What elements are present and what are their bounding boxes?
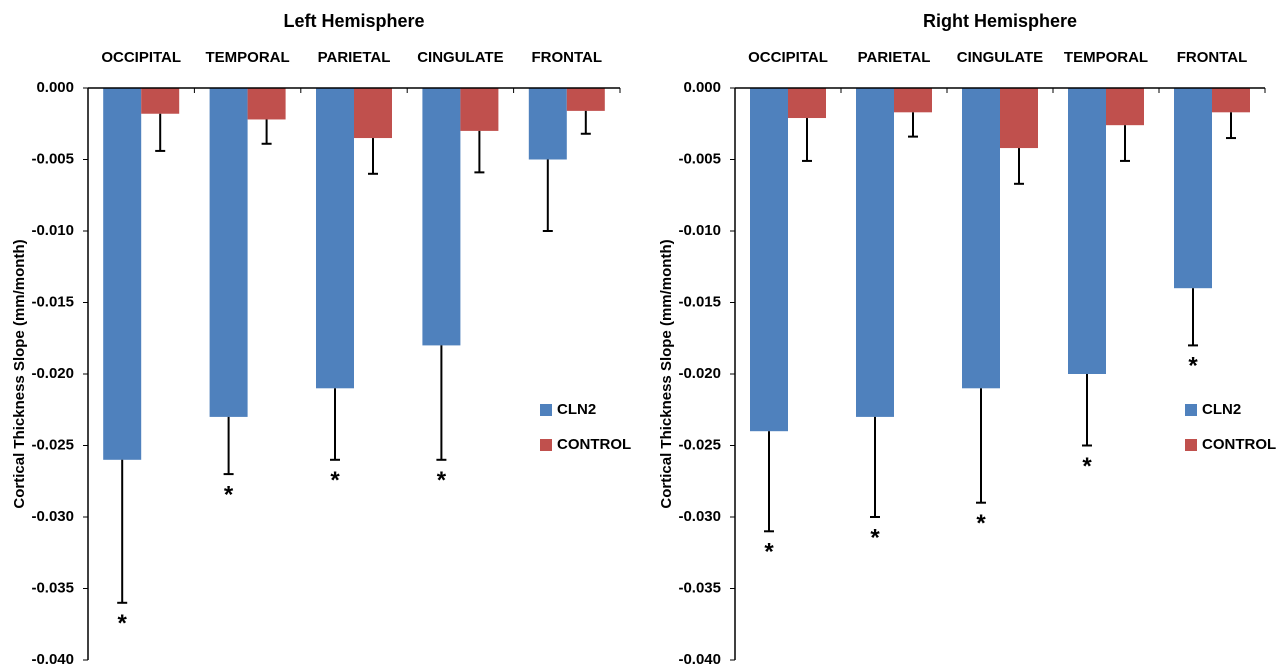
legend-label: CLN2 [1202, 401, 1241, 418]
bar [1106, 88, 1144, 126]
legend-swatch [1185, 439, 1197, 451]
legend-label: CONTROL [1202, 436, 1276, 453]
category-label: CINGULATE [957, 49, 1043, 66]
category-label: FRONTAL [532, 49, 603, 66]
significance-mark: * [224, 481, 234, 508]
y-tick-label: -0.020 [678, 365, 721, 382]
y-axis-label: Cortical Thickness Slope (mm/month) [11, 239, 28, 508]
bar [247, 88, 286, 120]
y-tick-label: -0.015 [31, 293, 74, 310]
y-tick-label: -0.030 [678, 508, 721, 525]
y-tick-label: -0.005 [678, 150, 721, 167]
bar [750, 88, 788, 432]
category-label: TEMPORAL [206, 49, 290, 66]
category-label: OCCIPITAL [748, 49, 828, 66]
legend-label: CONTROL [557, 436, 631, 453]
bar [1068, 88, 1106, 374]
significance-mark: * [437, 467, 447, 494]
legend-swatch [540, 404, 552, 416]
significance-mark: * [1188, 353, 1198, 380]
significance-mark: * [330, 467, 340, 494]
category-label: CINGULATE [417, 49, 503, 66]
y-tick-label: -0.025 [31, 436, 74, 453]
legend-swatch [1185, 404, 1197, 416]
bar [566, 88, 605, 111]
bar [1174, 88, 1212, 289]
y-tick-label: -0.040 [31, 651, 74, 667]
bar [528, 88, 567, 160]
y-tick-label: 0.000 [683, 79, 721, 96]
bar [209, 88, 248, 417]
bar [962, 88, 1000, 389]
bar [316, 88, 354, 389]
category-label: OCCIPITAL [101, 49, 181, 66]
legend-swatch [540, 439, 552, 451]
significance-mark: * [1082, 453, 1092, 480]
category-label: TEMPORAL [1064, 49, 1148, 66]
significance-mark: * [870, 524, 880, 551]
category-label: PARIETAL [318, 49, 391, 66]
y-tick-label: 0.000 [36, 79, 74, 96]
y-tick-label: -0.010 [678, 222, 721, 239]
y-tick-label: -0.025 [678, 436, 721, 453]
bar [788, 88, 826, 119]
y-tick-label: -0.035 [31, 579, 74, 596]
bar [141, 88, 180, 114]
y-tick-label: -0.030 [31, 508, 74, 525]
bar [1212, 88, 1250, 113]
significance-mark: * [976, 510, 986, 537]
y-axis-label: Cortical Thickness Slope (mm/month) [658, 239, 675, 508]
bar [422, 88, 461, 346]
significance-mark: * [764, 539, 774, 566]
bar [894, 88, 932, 113]
y-tick-label: -0.020 [31, 365, 74, 382]
y-tick-label: -0.035 [678, 579, 721, 596]
y-tick-label: -0.040 [678, 651, 721, 667]
bar [103, 88, 142, 460]
chart-title: Left Hemisphere [283, 11, 424, 31]
category-label: FRONTAL [1177, 49, 1248, 66]
bar [1000, 88, 1038, 149]
y-tick-label: -0.010 [31, 222, 74, 239]
legend-label: CLN2 [557, 401, 596, 418]
bar [354, 88, 392, 139]
bar [856, 88, 894, 417]
category-label: PARIETAL [858, 49, 931, 66]
y-tick-label: -0.005 [31, 150, 74, 167]
chart-title: Right Hemisphere [923, 11, 1077, 31]
bar [460, 88, 499, 131]
y-tick-label: -0.015 [678, 293, 721, 310]
significance-mark: * [118, 610, 128, 637]
